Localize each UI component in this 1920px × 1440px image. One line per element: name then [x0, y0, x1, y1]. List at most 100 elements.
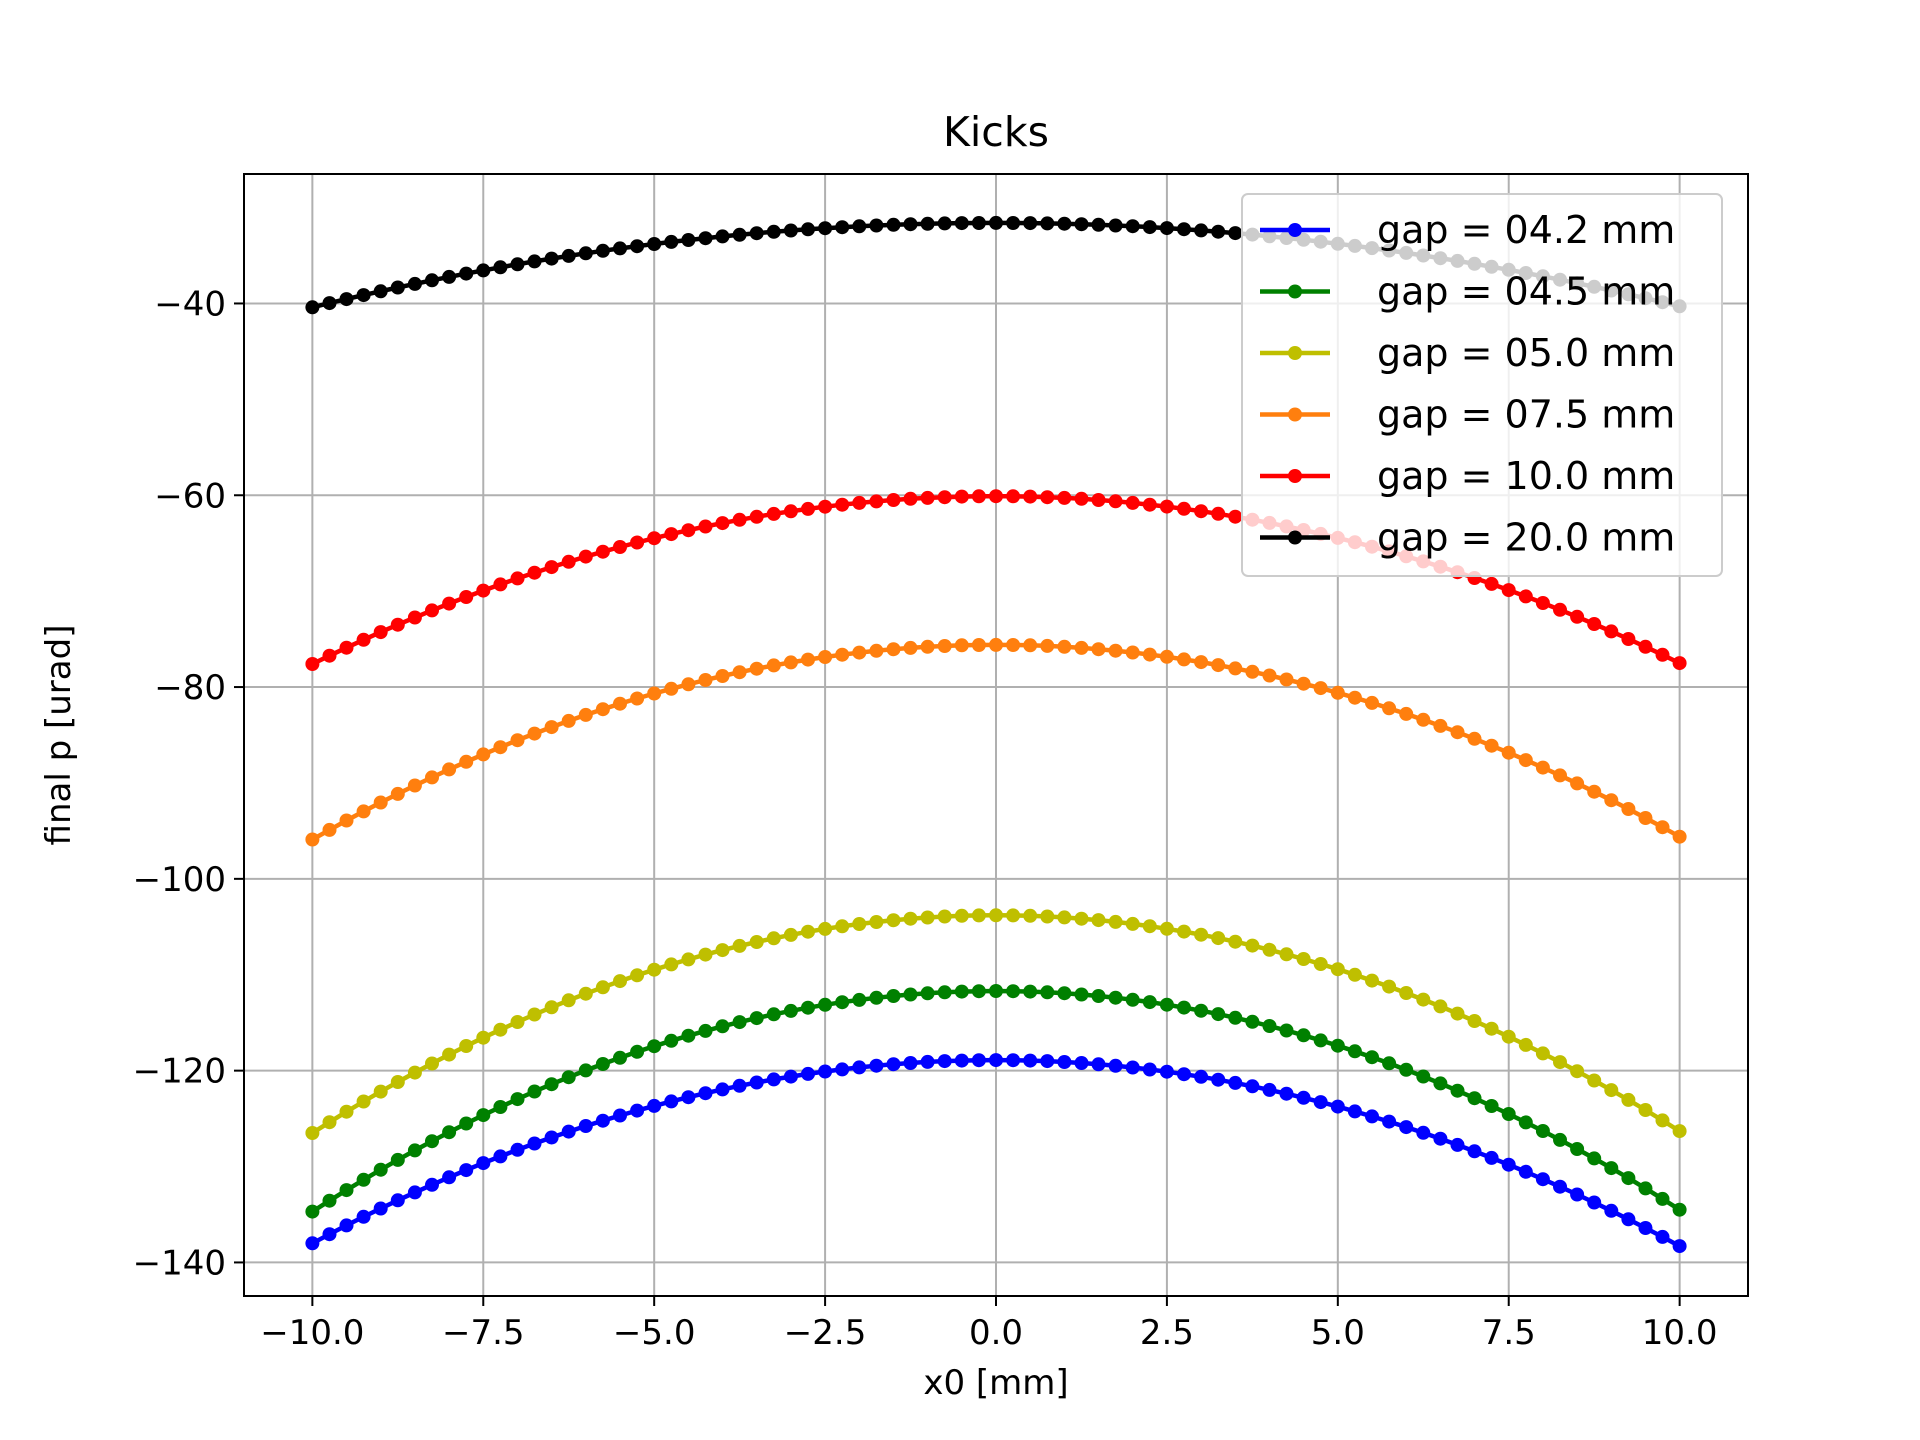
data-point: [664, 527, 679, 542]
data-point: [1262, 1019, 1277, 1033]
legend-marker: [1288, 469, 1302, 483]
data-point: [1553, 1179, 1567, 1194]
data-point: [613, 974, 627, 989]
x-tick-label: −10.0: [260, 1313, 364, 1353]
data-point: [1074, 987, 1089, 1002]
data-point: [1587, 1195, 1602, 1210]
data-point: [476, 1156, 491, 1171]
data-point: [664, 234, 679, 249]
data-point: [1518, 1037, 1533, 1052]
data-point: [459, 1116, 474, 1131]
data-point: [1040, 216, 1055, 231]
data-point: [442, 1125, 457, 1140]
data-point: [1177, 1067, 1191, 1082]
data-point: [459, 754, 474, 769]
data-point: [732, 1078, 747, 1093]
legend-marker: [1288, 346, 1302, 360]
data-point: [356, 632, 371, 647]
y-tick-label: −60: [154, 476, 226, 516]
data-point: [1023, 216, 1038, 231]
data-point: [510, 1015, 525, 1029]
data-point: [1604, 1203, 1619, 1218]
data-point: [1296, 952, 1311, 966]
legend-box: [1241, 193, 1723, 577]
data-point: [1553, 768, 1567, 783]
data-point: [373, 625, 388, 640]
data-point: [1159, 499, 1174, 514]
data-point: [544, 251, 559, 266]
data-point: [322, 1115, 337, 1130]
data-point: [869, 990, 884, 1005]
data-point: [1040, 985, 1055, 1000]
data-point: [1535, 1046, 1550, 1061]
data-point: [613, 696, 627, 711]
data-point: [407, 778, 422, 793]
data-point: [1006, 638, 1021, 652]
data-point: [1091, 217, 1106, 232]
data-point: [1074, 491, 1089, 506]
data-point: [698, 947, 713, 962]
data-point: [1023, 984, 1038, 999]
data-point: [425, 1056, 439, 1071]
data-point: [1142, 919, 1157, 934]
data-point: [989, 637, 1003, 652]
data-point: [852, 645, 867, 660]
data-point: [681, 523, 696, 538]
legend-label: gap = 20.0 mm: [1377, 516, 1675, 560]
data-point: [1194, 223, 1209, 238]
data-point: [937, 909, 952, 924]
data-point: [954, 1053, 969, 1068]
data-point: [305, 657, 320, 671]
data-point: [1245, 938, 1260, 953]
legend-marker: [1288, 223, 1302, 237]
data-point: [1399, 986, 1414, 1000]
data-point: [903, 1056, 918, 1070]
data-point: [630, 1103, 645, 1118]
data-point: [1330, 962, 1345, 977]
data-point: [818, 997, 833, 1012]
data-point: [1023, 638, 1038, 653]
data-point: [595, 544, 610, 559]
data-point: [1416, 992, 1431, 1007]
data-point: [1296, 1090, 1311, 1105]
data-point: [476, 1108, 491, 1123]
data-point: [373, 284, 388, 299]
data-point: [1211, 658, 1226, 673]
data-point: [647, 531, 662, 546]
data-point: [1518, 1115, 1533, 1130]
data-point: [715, 516, 730, 531]
data-point: [578, 246, 593, 261]
chart-title: Kicks: [943, 108, 1049, 156]
data-point: [1604, 1083, 1619, 1098]
data-point: [937, 490, 952, 505]
data-point: [425, 1177, 439, 1192]
data-point: [493, 1149, 508, 1164]
data-point: [1006, 908, 1021, 923]
data-point: [305, 1236, 320, 1251]
data-point: [783, 655, 798, 670]
data-point: [732, 665, 747, 680]
data-point: [989, 984, 1003, 998]
data-point: [1125, 916, 1140, 931]
data-point: [971, 984, 986, 999]
data-point: [1040, 1054, 1055, 1069]
data-point: [595, 243, 610, 258]
data-point: [459, 266, 474, 281]
data-point: [1553, 1055, 1567, 1070]
data-point: [613, 540, 627, 554]
data-point: [1655, 1113, 1670, 1128]
data-point: [715, 1019, 730, 1034]
data-point: [852, 1060, 867, 1075]
data-point: [886, 642, 901, 657]
data-point: [407, 1143, 422, 1158]
data-point: [1057, 986, 1072, 1001]
data-point: [1228, 226, 1243, 241]
data-point: [1245, 1079, 1260, 1094]
data-point: [852, 992, 867, 1007]
data-point: [989, 215, 1003, 230]
data-point: [1638, 1221, 1653, 1235]
data-point: [1484, 1150, 1499, 1165]
data-point: [595, 1113, 610, 1128]
data-point: [1177, 652, 1191, 667]
